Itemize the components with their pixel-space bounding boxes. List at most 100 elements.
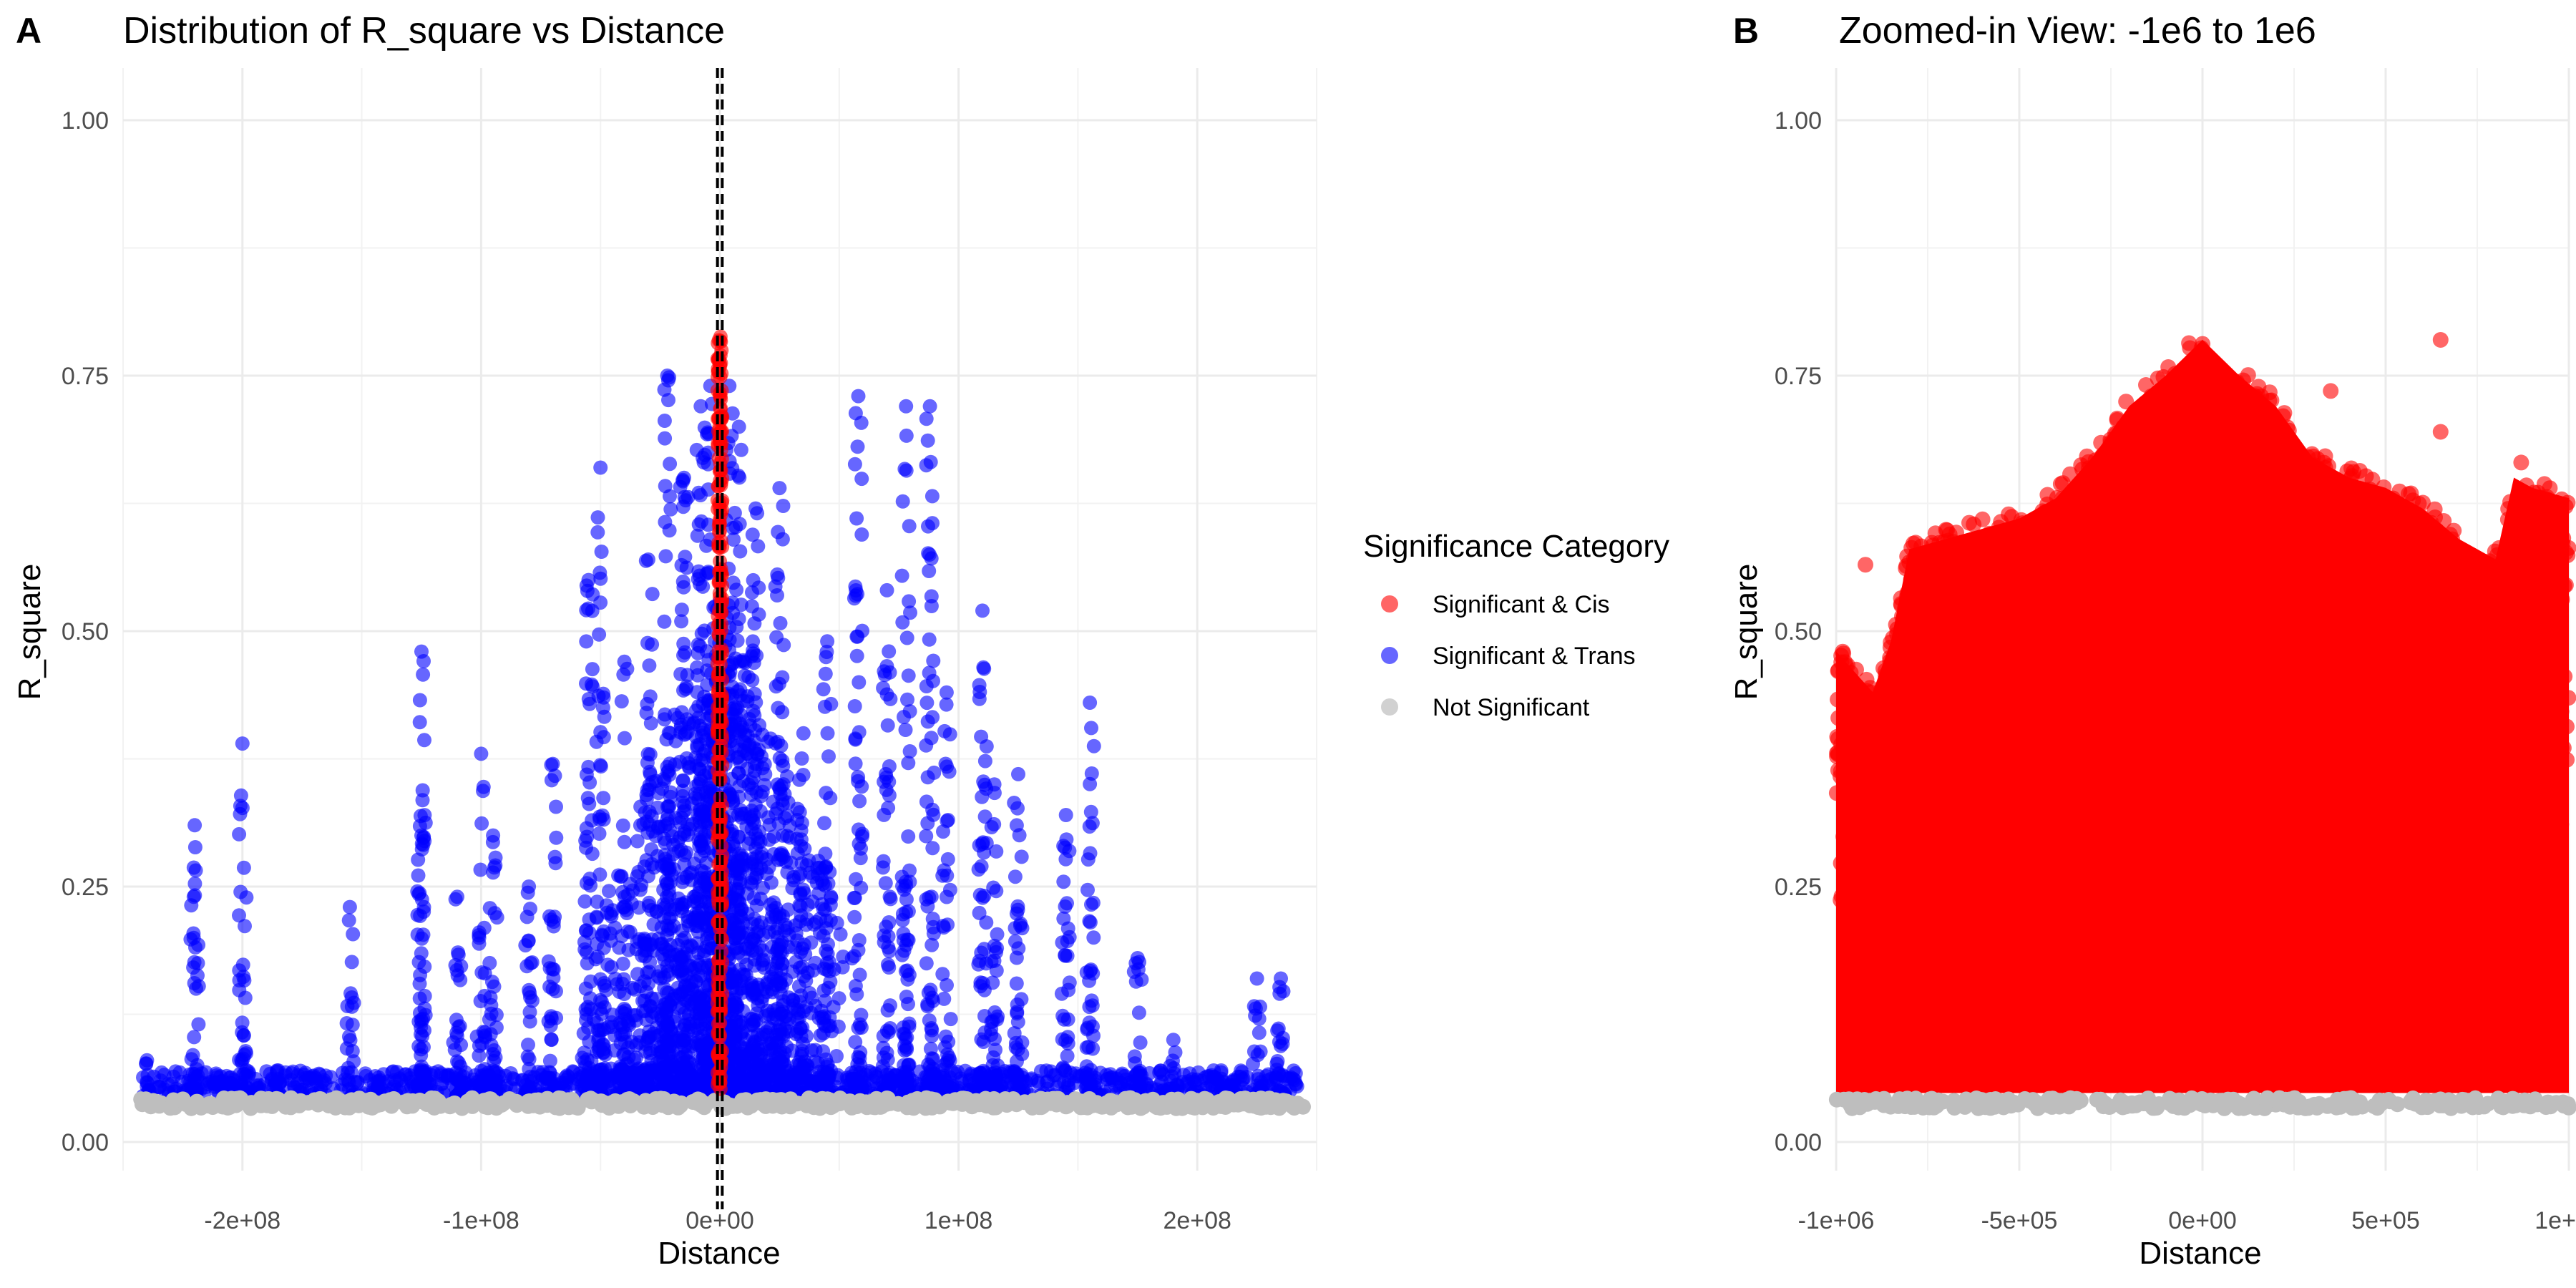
trans-point — [975, 1076, 990, 1091]
trans-point — [854, 779, 869, 794]
trans-point — [895, 615, 910, 630]
trans-point — [977, 753, 992, 769]
trans-point — [925, 841, 940, 856]
trans-point — [901, 756, 916, 771]
trans-point — [680, 1053, 695, 1068]
trans-point — [660, 369, 675, 383]
trans-point — [935, 868, 950, 883]
trans-point — [725, 923, 740, 938]
trans-point — [923, 454, 938, 469]
trans-point — [617, 731, 632, 746]
trans-point — [614, 929, 629, 944]
trans-point — [751, 539, 766, 554]
trans-point — [1272, 986, 1287, 1001]
trans-point — [733, 755, 748, 770]
trans-point — [898, 1076, 913, 1091]
trans-point — [653, 937, 668, 952]
trans-point — [601, 1020, 616, 1035]
trans-point — [482, 955, 497, 970]
trans-point — [593, 595, 608, 610]
trans-point — [579, 676, 593, 691]
trans-point — [739, 819, 754, 834]
trans-point — [854, 472, 869, 487]
trans-point — [476, 779, 491, 794]
not-significant-point — [979, 1098, 995, 1114]
trans-point — [416, 831, 431, 846]
trans-point — [988, 1071, 1003, 1086]
trans-point — [612, 985, 627, 1000]
trans-point — [519, 909, 535, 924]
trans-point — [549, 799, 563, 814]
trans-point — [784, 855, 799, 870]
trans-point — [882, 915, 897, 930]
trans-point — [738, 655, 753, 670]
trans-point — [690, 528, 705, 543]
trans-point — [777, 1022, 792, 1037]
trans-point — [602, 884, 616, 899]
trans-point — [793, 1021, 808, 1035]
trans-point — [235, 736, 250, 751]
trans-point — [414, 1076, 429, 1091]
trans-point — [817, 816, 831, 831]
trans-point — [592, 826, 607, 841]
trans-point — [472, 930, 487, 945]
trans-point — [200, 1077, 215, 1091]
trans-point — [919, 679, 934, 693]
trans-point — [734, 902, 749, 917]
trans-point — [599, 982, 614, 997]
trans-point — [630, 967, 645, 982]
trans-point — [879, 766, 893, 781]
trans-point — [415, 793, 430, 808]
trans-point — [1085, 816, 1100, 831]
trans-point — [468, 1068, 483, 1083]
trans-point — [451, 947, 466, 962]
trans-point — [675, 784, 691, 799]
not-significant-point — [824, 1096, 841, 1112]
trans-point — [1008, 869, 1023, 884]
trans-point — [809, 875, 824, 890]
trans-point — [1252, 1011, 1267, 1026]
trans-point — [756, 1027, 771, 1042]
trans-point — [984, 1015, 999, 1029]
trans-point — [187, 840, 203, 854]
trans-point — [688, 791, 703, 806]
not-significant-point — [947, 1092, 963, 1108]
trans-point — [608, 1068, 623, 1083]
trans-point — [411, 868, 426, 883]
trans-point — [414, 644, 429, 659]
trans-point — [743, 1071, 758, 1086]
trans-point — [1058, 808, 1073, 822]
trans-point — [776, 758, 791, 774]
trans-point — [746, 891, 761, 906]
trans-point — [899, 399, 914, 414]
trans-point — [733, 597, 748, 613]
trans-point — [542, 1053, 557, 1068]
not-significant-point — [1278, 1093, 1294, 1110]
trans-point — [278, 1065, 293, 1080]
trans-point — [775, 793, 790, 808]
trans-point — [797, 886, 812, 901]
trans-point — [763, 875, 779, 890]
trans-point — [592, 565, 608, 580]
trans-point — [614, 694, 629, 709]
trans-point — [239, 890, 254, 905]
trans-point — [751, 831, 766, 847]
trans-point — [577, 894, 592, 909]
trans-point — [879, 582, 894, 597]
not-significant-point — [328, 1100, 343, 1116]
trans-point — [693, 639, 708, 654]
trans-point — [671, 962, 686, 977]
trans-point — [663, 502, 678, 517]
trans-point — [990, 927, 1005, 942]
trans-point — [792, 805, 807, 820]
trans-point — [854, 527, 869, 542]
trans-point — [190, 956, 205, 971]
trans-point — [154, 1065, 169, 1080]
not-significant-point — [623, 1098, 639, 1113]
trans-point — [780, 829, 795, 844]
trans-point — [671, 844, 686, 859]
not-significant-point — [690, 1091, 706, 1108]
trans-point — [684, 975, 699, 990]
trans-point — [575, 1050, 590, 1065]
trans-point — [547, 769, 562, 784]
